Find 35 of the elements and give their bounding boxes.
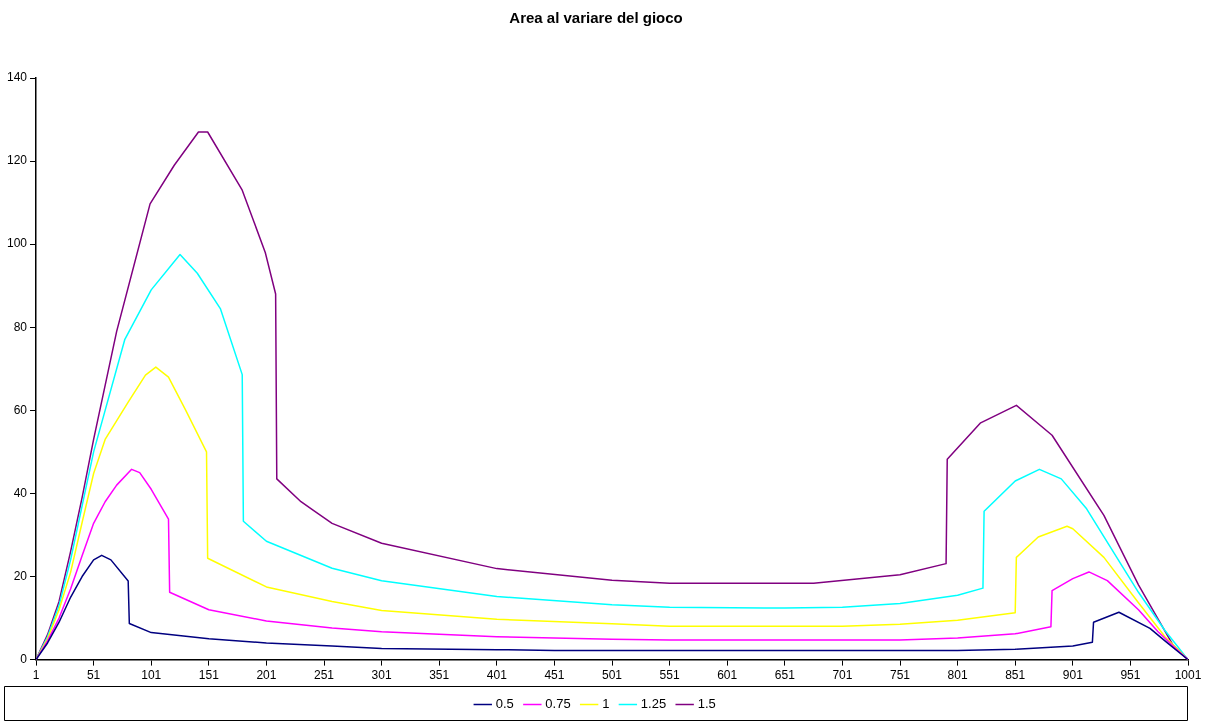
x-tick-label: 901: [1062, 668, 1084, 683]
x-tick-label: 301: [371, 668, 392, 683]
chart-title: Area al variare del gioco: [509, 9, 683, 27]
x-tick-label: 1001: [1174, 668, 1202, 683]
y-tick-label: 80: [13, 319, 28, 334]
x-tick-label: 101: [141, 668, 162, 683]
x-tick-label: 501: [602, 668, 623, 683]
x-tick-label: 1: [32, 668, 40, 683]
y-tick-label: 60: [13, 402, 28, 417]
legend-label: 1.5: [697, 696, 716, 712]
x-tick-label: 801: [947, 668, 968, 683]
x-tick-label: 951: [1120, 668, 1141, 683]
legend-label: 0.5: [495, 696, 514, 712]
x-tick-label: 851: [1005, 668, 1026, 683]
x-tick-label: 251: [314, 668, 335, 683]
x-tick-label: 701: [832, 668, 853, 683]
x-tick-label: 651: [774, 668, 796, 683]
x-tick-label: 151: [198, 668, 220, 683]
x-tick-label: 51: [86, 668, 101, 683]
x-tick-label: 751: [889, 668, 911, 683]
y-tick-label: 120: [6, 153, 28, 168]
x-tick-label: 601: [717, 668, 738, 683]
legend-label: 1: [602, 696, 610, 712]
x-tick-label: 551: [659, 668, 680, 683]
y-tick-label: 0: [20, 651, 28, 666]
x-tick-label: 201: [256, 668, 277, 683]
x-tick-label: 451: [544, 668, 565, 683]
legend-label: 0.75: [545, 696, 571, 712]
x-tick-label: 351: [429, 668, 450, 683]
legend-label: 1.25: [640, 696, 667, 712]
y-tick-label: 20: [13, 568, 28, 583]
x-tick-label: 401: [486, 668, 508, 683]
y-tick-label: 140: [6, 70, 28, 85]
y-tick-label: 40: [13, 485, 28, 500]
y-tick-label: 100: [6, 236, 28, 251]
